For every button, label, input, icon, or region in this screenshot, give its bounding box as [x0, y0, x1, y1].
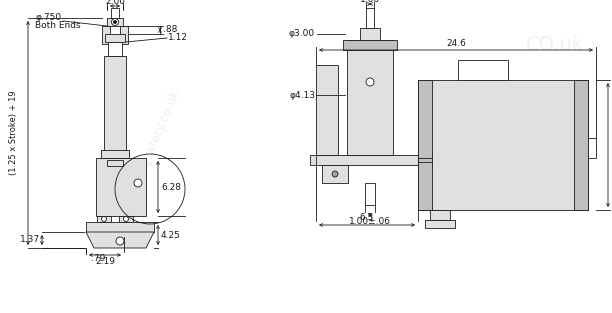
Text: 24.6: 24.6: [446, 38, 466, 48]
Bar: [365, 183, 375, 205]
Bar: [366, 8, 374, 28]
Text: φ4.13: φ4.13: [289, 90, 315, 100]
Bar: [102, 26, 110, 44]
Bar: [86, 222, 154, 232]
Text: liftingsafety.co.uk: liftingsafety.co.uk: [425, 93, 505, 217]
Circle shape: [366, 78, 374, 86]
Bar: [430, 210, 450, 220]
Text: φ3.00: φ3.00: [289, 29, 315, 38]
Polygon shape: [86, 232, 154, 248]
Bar: [343, 40, 397, 50]
Text: .88: .88: [163, 24, 177, 33]
Text: (1.25 x Stroke) + 19: (1.25 x Stroke) + 19: [10, 91, 18, 175]
Circle shape: [116, 237, 124, 245]
Circle shape: [102, 217, 106, 222]
Bar: [316, 65, 338, 155]
Bar: [107, 160, 123, 166]
Bar: [96, 158, 146, 216]
Text: liftingsafety.co.uk: liftingsafety.co.uk: [129, 87, 182, 193]
Text: 1.37: 1.37: [20, 235, 40, 244]
Bar: [310, 155, 418, 165]
Bar: [119, 216, 133, 222]
Bar: [418, 80, 588, 210]
Text: 4.25: 4.25: [161, 230, 181, 239]
Text: φ.750: φ.750: [35, 13, 61, 23]
Circle shape: [113, 20, 116, 23]
Bar: [97, 216, 111, 222]
Text: 1.00: 1.00: [360, 0, 380, 3]
Text: 6.3: 6.3: [360, 213, 374, 223]
Bar: [347, 40, 393, 155]
Text: 6.28: 6.28: [161, 182, 181, 192]
Bar: [111, 8, 119, 20]
Bar: [574, 80, 588, 210]
Circle shape: [124, 217, 129, 222]
Text: 2.19: 2.19: [95, 256, 115, 265]
Circle shape: [332, 171, 338, 177]
Bar: [322, 165, 348, 183]
Bar: [101, 150, 129, 158]
Text: 2.00: 2.00: [105, 0, 125, 6]
Text: CO.uk: CO.uk: [526, 35, 584, 54]
Bar: [588, 138, 596, 158]
Circle shape: [134, 179, 142, 187]
Bar: [360, 28, 380, 40]
Bar: [458, 60, 508, 80]
Bar: [107, 18, 123, 26]
Text: 1.12: 1.12: [168, 33, 188, 42]
Text: Both Ends: Both Ends: [35, 20, 81, 29]
Bar: [105, 34, 125, 42]
Bar: [108, 42, 122, 56]
Bar: [418, 80, 432, 210]
Bar: [104, 56, 126, 152]
Circle shape: [111, 18, 119, 25]
Text: 1.00±.06: 1.00±.06: [349, 217, 391, 225]
Bar: [120, 26, 128, 44]
Bar: [425, 220, 455, 228]
Text: .79: .79: [91, 254, 105, 263]
